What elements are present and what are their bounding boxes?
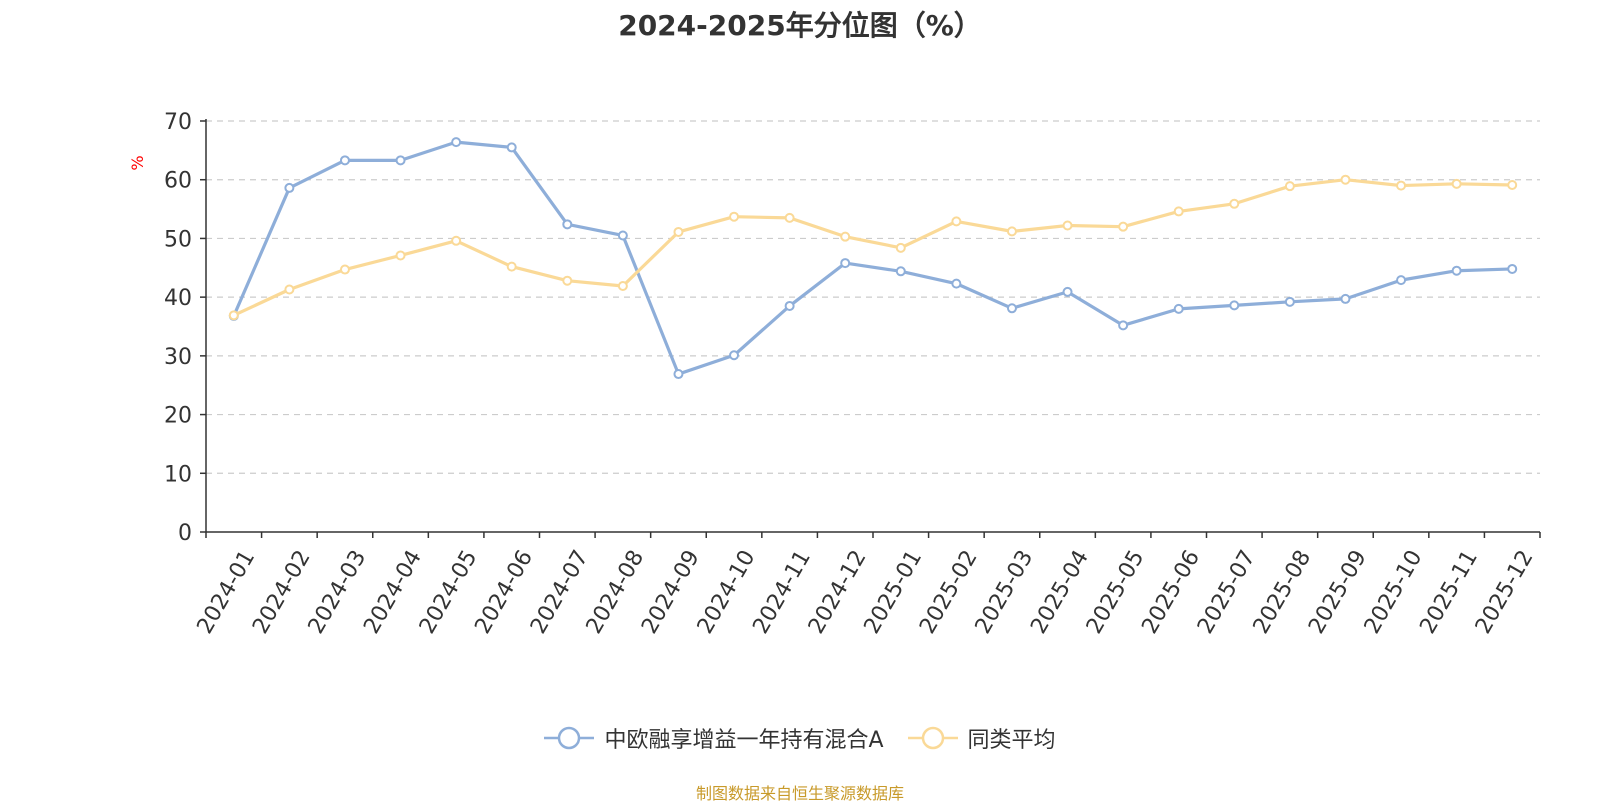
data-point [1173,206,1184,217]
data-point [729,350,740,361]
data-point [1340,174,1351,185]
data-point [1062,220,1073,231]
data-point [729,211,740,222]
data-point [395,250,406,261]
data-point [284,284,295,295]
data-point [1284,296,1295,307]
y-tick-label: 20 [164,404,192,429]
data-point [951,278,962,289]
y-tick-label: 70 [164,110,192,135]
y-axis-label: % [128,155,147,170]
data-point [840,231,851,242]
gridlines [206,120,1540,474]
source-note: 制图数据来自恒生聚源数据库 [695,784,904,803]
series-line-1 [233,178,1513,317]
data-point [451,235,462,246]
data-point [1229,198,1240,209]
data-point [451,137,462,148]
y-tick-label: 60 [164,169,192,194]
data-point [617,280,628,291]
data-point [339,264,350,275]
data-point [1062,286,1073,297]
data-point [1507,179,1518,190]
data-point [1229,300,1240,311]
data-point [1451,178,1462,189]
data-point [1507,263,1518,274]
series-line-0 [232,140,1513,376]
data-point [562,219,573,230]
series [228,137,1518,380]
data-point [895,266,906,277]
data-point [673,369,684,380]
data-point [1284,181,1295,192]
line-chart: 0102030405060702024-012024-022024-032024… [128,110,1541,638]
y-tick-label: 30 [164,345,192,370]
data-point [1118,320,1129,331]
data-point [617,230,628,241]
data-point [784,212,795,223]
data-point [1006,303,1017,314]
legend-item[interactable]: 中欧融享增益一年持有混合A [544,722,884,754]
chart-title: 2024-2025年分位图（%） [618,9,982,42]
data-point [1118,221,1129,232]
data-point [395,155,406,166]
y-tick-label: 50 [164,227,192,252]
data-point [1340,293,1351,304]
data-point [1451,265,1462,276]
data-point [1006,226,1017,237]
data-point [1396,180,1407,191]
legend: 中欧融享增益一年持有混合A 同类平均 [0,722,1600,754]
data-point [562,275,573,286]
legend-item[interactable]: 同类平均 [907,722,1056,754]
legend-marker-icon [907,726,958,750]
axes: 0102030405060702024-012024-022024-032024… [164,110,1541,638]
data-point [506,261,517,272]
legend-label: 中欧融享增益一年持有混合A [604,728,884,753]
data-point [951,216,962,227]
data-point [840,258,851,269]
data-point [284,182,295,193]
data-point [784,300,795,311]
legend-label: 同类平均 [967,728,1056,753]
y-tick-label: 10 [164,462,192,487]
legend-marker-icon [544,726,595,750]
y-tick-label: 40 [164,286,192,311]
data-point [506,142,517,153]
data-point [1396,275,1407,286]
data-point [339,155,350,166]
data-point [1173,303,1184,314]
data-point [895,242,906,253]
data-point [228,310,239,321]
data-point [673,226,684,237]
y-tick-label: 0 [178,521,192,546]
